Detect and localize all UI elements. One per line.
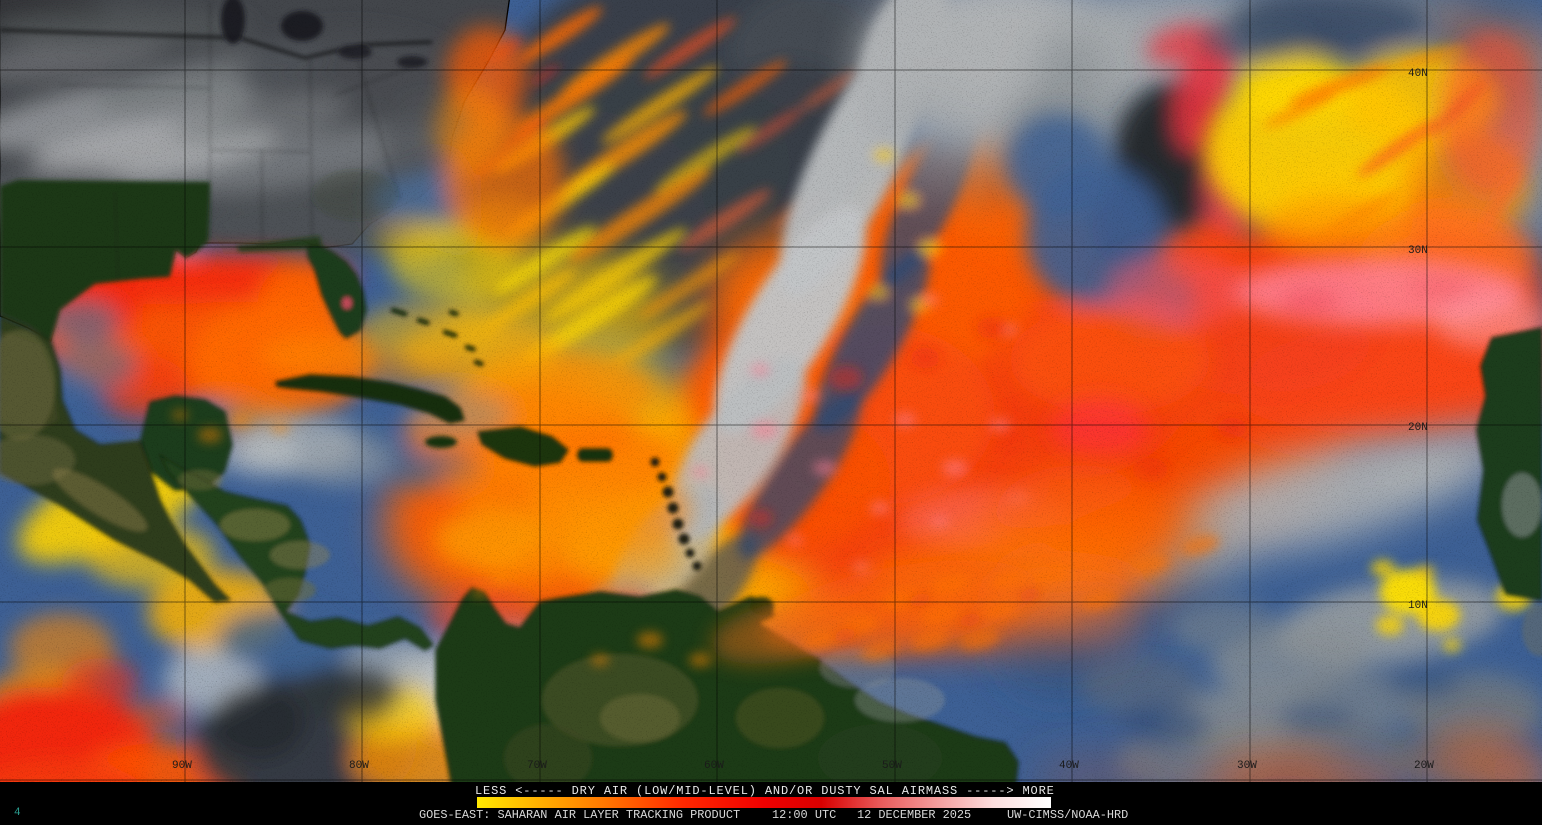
svg-text:40W: 40W	[1059, 760, 1079, 772]
svg-text:20W: 20W	[1414, 760, 1434, 772]
svg-text:30N: 30N	[1408, 245, 1428, 257]
svg-text:30W: 30W	[1237, 760, 1257, 772]
svg-text:LESS <----- DRY AIR (LOW/MID-L: LESS <----- DRY AIR (LOW/MID-LEVEL) AND/…	[475, 784, 1055, 798]
svg-text:12:00 UTC: 12:00 UTC	[772, 808, 836, 820]
svg-text:20N: 20N	[1408, 422, 1428, 434]
svg-text:40N: 40N	[1408, 68, 1428, 80]
svg-text:GOES-EAST: SAHARAN AIR LAYER T: GOES-EAST: SAHARAN AIR LAYER TRACKING PR…	[419, 808, 740, 820]
svg-text:70W: 70W	[527, 760, 547, 772]
svg-text:4: 4	[14, 807, 21, 819]
svg-text:90W: 90W	[172, 760, 192, 772]
svg-text:UW-CIMSS/NOAA-HRD: UW-CIMSS/NOAA-HRD	[1007, 808, 1128, 820]
svg-text:10N: 10N	[1408, 600, 1428, 612]
svg-text:60W: 60W	[704, 760, 724, 772]
svg-text:12 DECEMBER 2025: 12 DECEMBER 2025	[857, 808, 971, 820]
svg-text:50W: 50W	[882, 760, 902, 772]
svg-text:80W: 80W	[349, 760, 369, 772]
